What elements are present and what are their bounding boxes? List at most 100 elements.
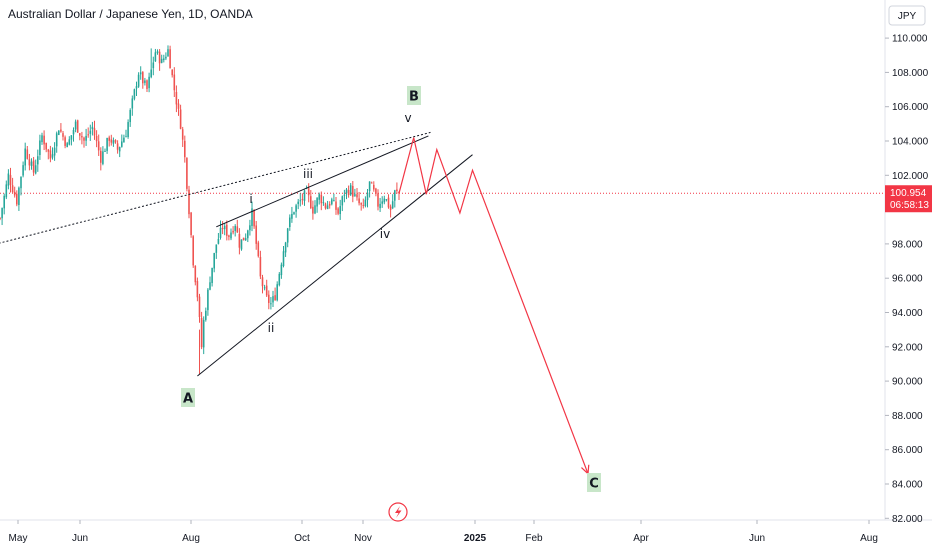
candle [171, 69, 173, 78]
x-tick-label: May [9, 533, 28, 544]
candle [22, 161, 24, 178]
candle [213, 252, 215, 273]
candle [377, 189, 379, 211]
candle [81, 131, 83, 145]
price-axis[interactable] [885, 0, 932, 550]
candle [68, 136, 71, 146]
candle [360, 202, 362, 211]
candle [289, 214, 291, 231]
candle [320, 191, 323, 211]
candle [129, 108, 131, 127]
y-tick-label: 106.000 [892, 102, 929, 113]
wave-label-A[interactable]: A [181, 388, 195, 407]
candle [169, 45, 171, 69]
candle [160, 54, 163, 64]
candle [257, 240, 260, 258]
wave-label-ii[interactable]: ii [268, 321, 275, 335]
candle [177, 99, 180, 116]
candle [284, 241, 287, 257]
candle [276, 281, 278, 302]
candle [207, 288, 209, 316]
candle [205, 307, 207, 322]
candle [373, 181, 375, 192]
candle [337, 207, 339, 216]
x-tick-label: Nov [354, 533, 372, 544]
wave-label-i[interactable]: i [249, 192, 252, 206]
candle [316, 197, 318, 213]
candle [230, 228, 232, 241]
candle [223, 222, 226, 236]
candle [299, 193, 302, 207]
candle [62, 130, 64, 141]
candle [196, 277, 199, 302]
candle [181, 126, 184, 147]
candle [39, 134, 41, 160]
candle [265, 279, 268, 298]
candle [87, 127, 89, 138]
candle [255, 220, 257, 250]
candle [215, 244, 218, 259]
candle [219, 220, 222, 240]
candle [247, 229, 249, 243]
candle [240, 239, 243, 251]
candle [310, 190, 312, 210]
candle [345, 188, 348, 200]
x-tick-label: Feb [525, 533, 543, 544]
candle [139, 66, 142, 80]
candle [249, 219, 251, 236]
wave-label-v[interactable]: v [404, 111, 411, 125]
candle [232, 226, 234, 235]
candle [64, 135, 66, 149]
candle [221, 221, 224, 235]
candle [7, 169, 10, 190]
candle [66, 141, 68, 148]
candle [5, 180, 8, 200]
candle [1, 207, 3, 226]
wedge-upper-line[interactable] [216, 135, 429, 228]
wave-label-B[interactable]: B [407, 86, 421, 105]
dotted-trend-line[interactable] [0, 131, 431, 247]
replay-button[interactable] [388, 502, 408, 522]
projection-path[interactable] [398, 137, 589, 474]
y-tick-label: 96.000 [892, 274, 923, 285]
candle [242, 237, 245, 241]
candle [236, 219, 239, 233]
candle [133, 88, 136, 101]
candle [194, 265, 197, 286]
wave-label-iv[interactable]: iv [380, 227, 390, 241]
candle [301, 193, 304, 205]
candle [16, 190, 18, 207]
candle [192, 235, 194, 268]
candle [209, 276, 211, 291]
candle [148, 72, 150, 93]
candle [238, 228, 241, 255]
wave-label-iii[interactable]: iii [303, 167, 313, 181]
candle [328, 201, 331, 209]
plot-area[interactable] [0, 0, 885, 520]
x-tick-label: Apr [633, 533, 649, 544]
candle [268, 290, 270, 310]
x-tick-label: 2025 [464, 533, 487, 544]
candle [379, 197, 381, 212]
candle [349, 183, 352, 197]
candle [394, 189, 396, 208]
candle [375, 187, 377, 197]
candle [251, 201, 253, 232]
candle [167, 45, 169, 57]
candle [45, 142, 47, 153]
candle [291, 206, 293, 223]
candle [158, 49, 161, 71]
candle [383, 195, 386, 205]
candle [156, 49, 159, 55]
currency-selector[interactable] [888, 5, 926, 26]
wave-label-C[interactable]: C [587, 473, 601, 492]
x-tick-label: Jun [72, 533, 88, 544]
y-tick-label: 82.000 [892, 514, 923, 525]
candle [179, 104, 182, 130]
candle [108, 135, 110, 147]
candle [3, 193, 5, 215]
y-tick-label: 88.000 [892, 411, 923, 422]
candle [261, 274, 264, 294]
y-tick-label: 98.000 [892, 239, 923, 250]
